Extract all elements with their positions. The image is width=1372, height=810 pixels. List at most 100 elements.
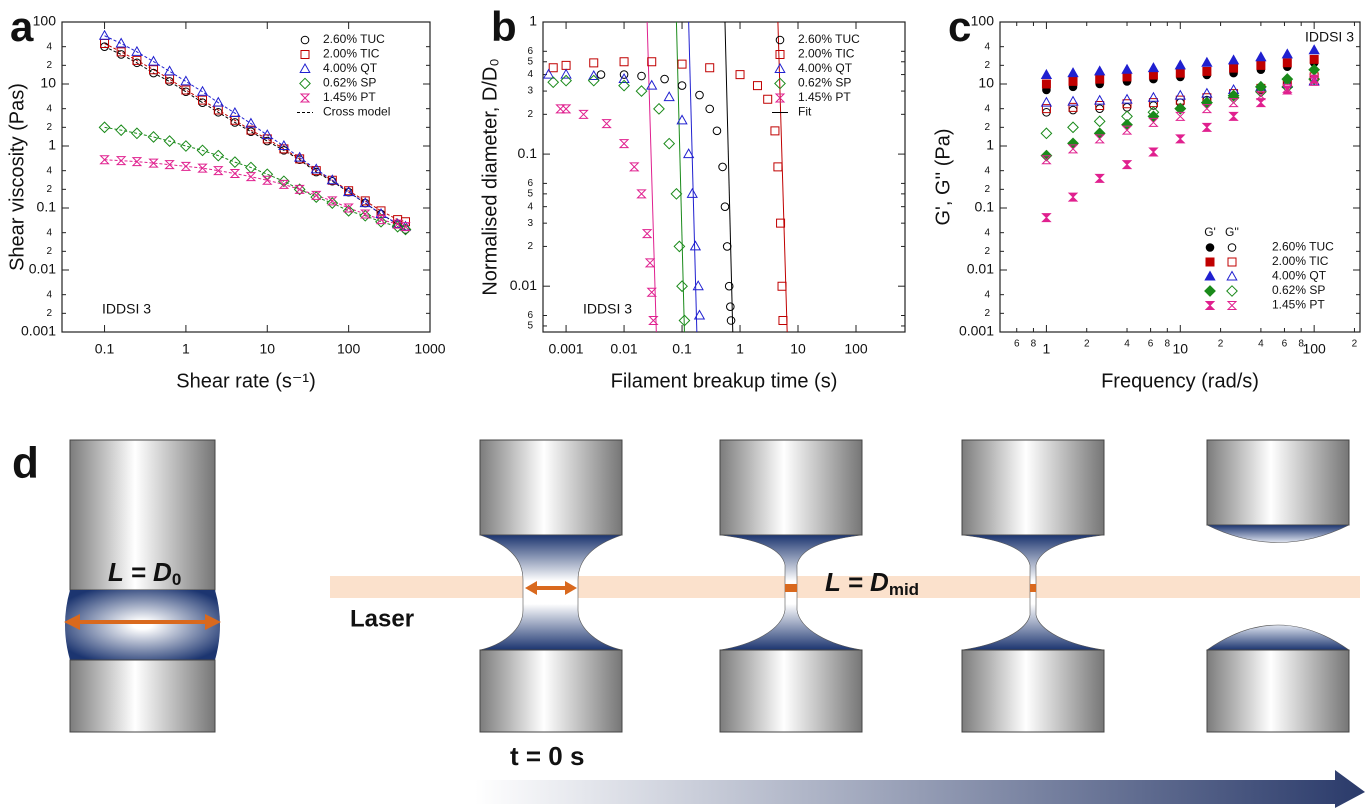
data-point: [677, 81, 687, 90]
data-point: [560, 68, 572, 79]
data-point: [228, 156, 241, 169]
legend-label: 2.60% TUC: [323, 32, 385, 46]
x-tick-label: 10: [1173, 341, 1189, 357]
data-point: [245, 117, 257, 128]
data-point: [326, 197, 339, 209]
y-tick-label: 0.001: [959, 323, 994, 339]
data-point: [689, 240, 702, 251]
data-point: [293, 183, 306, 196]
legend-label: Fit: [798, 105, 812, 119]
legend-marker: [300, 50, 310, 59]
y-tick-label: 5: [527, 189, 533, 200]
data-point: [1121, 160, 1133, 170]
data-point: [359, 197, 371, 208]
x-tick-label: 8: [1031, 339, 1037, 350]
x-tick-label: 0.1: [95, 341, 115, 357]
data-point: [1041, 213, 1052, 223]
y-axis-label: Shear viscosity (Pas): [6, 83, 28, 271]
y-tick-label: 4: [527, 201, 533, 212]
y-tick-label: 4: [984, 227, 990, 238]
y-tick-label: 0.01: [510, 277, 537, 293]
data-point: [692, 280, 704, 291]
data-point: [1255, 91, 1267, 101]
data-point: [677, 59, 687, 69]
data-point: [392, 219, 403, 229]
plate: [479, 649, 623, 733]
panel-label: c: [948, 3, 971, 50]
data-point: [686, 187, 698, 198]
data-point: [375, 207, 387, 219]
y-tick-label: 5: [527, 321, 533, 332]
data-point: [1041, 79, 1051, 89]
data-point: [1068, 105, 1078, 115]
data-point: [1067, 121, 1079, 134]
arrow-head: [525, 581, 577, 595]
y-tick-label: 4: [46, 41, 52, 52]
data-point: [1040, 127, 1053, 140]
legend-marker: [775, 35, 785, 45]
legend-label: 0.62% SP: [323, 76, 376, 90]
fit-line: [724, 21, 734, 333]
label-main: L = D: [825, 567, 889, 597]
x-tick-label: 4: [1258, 339, 1264, 350]
data-point: [115, 37, 127, 48]
x-tick-label: 0.1: [672, 341, 692, 357]
x-tick-label: 100: [844, 341, 868, 357]
data-point: [246, 125, 256, 135]
data-point: [279, 144, 289, 154]
y-tick-label: 6: [527, 46, 533, 57]
y-tick-label: 0.1: [975, 199, 995, 215]
y-tick-label: 100: [33, 13, 57, 29]
data-point: [196, 85, 209, 96]
data-point: [147, 131, 160, 143]
data-point: [245, 172, 257, 182]
y-tick-label: 1: [986, 137, 994, 153]
data-point: [1148, 147, 1159, 157]
data-point: [1227, 54, 1240, 65]
data-point: [131, 45, 143, 56]
plate: [479, 439, 623, 536]
y-tick-label: 6: [527, 178, 533, 189]
time-label: t = 0 s: [510, 741, 584, 771]
data-point: [776, 218, 786, 228]
data-point: [1122, 99, 1132, 109]
fit-line: [688, 21, 698, 333]
data-point: [212, 149, 225, 162]
data-point: [310, 191, 323, 203]
legend-label: 4.00% QT: [798, 61, 853, 75]
data-point: [1174, 102, 1187, 115]
data-point: [644, 258, 656, 268]
data-point: [1308, 76, 1320, 86]
data-point: [653, 102, 665, 115]
data-point: [693, 309, 706, 320]
legend-marker: [299, 93, 311, 103]
data-point: [213, 166, 224, 176]
x-tick-label: 2: [1352, 339, 1358, 350]
data-point: [1175, 134, 1186, 144]
data-point: [1282, 83, 1293, 93]
panel-label: d: [12, 439, 39, 488]
data-point: [1147, 106, 1160, 119]
annotation: IDDSI 3: [583, 301, 632, 317]
data-point: [149, 65, 159, 75]
data-point: [1228, 111, 1239, 121]
x-tick-label: 6: [1014, 339, 1020, 350]
data-point: [1121, 93, 1133, 104]
data-point: [375, 215, 387, 225]
y-tick-label: 4: [527, 69, 533, 80]
data-point: [327, 196, 338, 206]
legend-label: 2.00% TIC: [323, 47, 380, 61]
data-point: [676, 114, 688, 125]
x-tick-label: 100: [337, 341, 361, 357]
diameter-label: L = D0: [108, 557, 181, 590]
fit-line: [104, 43, 406, 223]
y-tick-label: 4: [46, 227, 52, 238]
data-point: [637, 71, 646, 81]
data-point: [1256, 60, 1266, 70]
data-point: [262, 175, 273, 185]
data-point: [196, 144, 209, 157]
data-point: [375, 215, 387, 228]
y-tick-label: 2: [527, 109, 533, 120]
data-point: [682, 148, 695, 159]
data-point: [1229, 63, 1239, 73]
